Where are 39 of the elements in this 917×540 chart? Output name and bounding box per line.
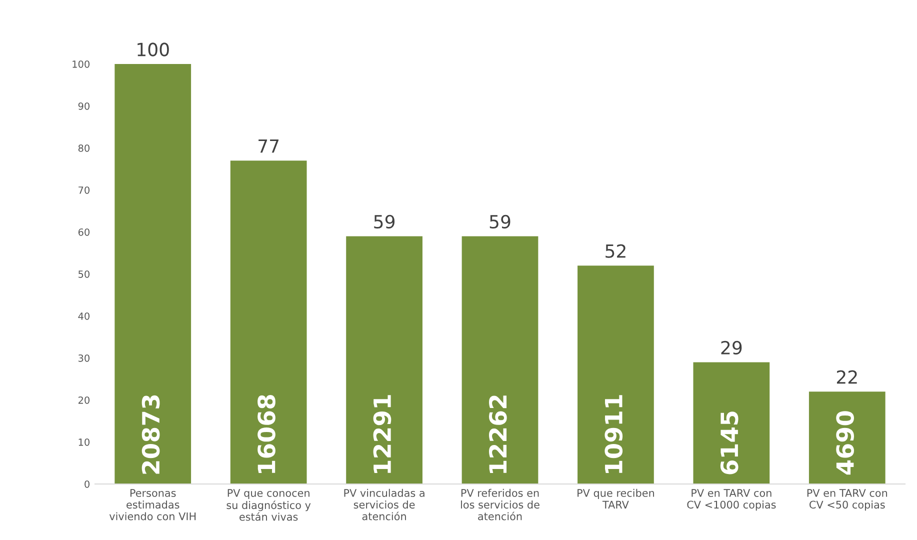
y-tick-label: 60 xyxy=(78,228,90,236)
annotation: 6145 xyxy=(720,412,738,474)
x-tick-label: PV en TARV con CV <1000 copias xyxy=(687,489,776,511)
data-label: 29 xyxy=(721,340,742,355)
x-tick-label: PV que conocen su diagnóstico y están vivas xyxy=(226,489,311,521)
annotation: 12262 xyxy=(488,396,507,474)
y-tick-label: 80 xyxy=(78,144,90,152)
x-tick-label: Personas estimadas viviendo con VIH xyxy=(109,489,196,520)
x-tick-label: PV que reciben TARV xyxy=(578,488,654,508)
data-label: 59 xyxy=(490,214,510,229)
bar xyxy=(693,362,770,484)
y-tick-label: 90 xyxy=(78,102,90,110)
x-tick-label: PV vinculadas a servicios de atención xyxy=(344,488,424,520)
bar xyxy=(346,236,422,484)
bar xyxy=(462,236,538,484)
y-tick-label: 20 xyxy=(78,396,90,404)
annotation: 16068 xyxy=(258,394,276,474)
y-tick-label: 40 xyxy=(78,312,90,320)
annotation: 10911 xyxy=(604,395,623,474)
bar xyxy=(578,266,654,484)
annotation: 20873 xyxy=(142,395,160,474)
annotation: 12291 xyxy=(373,395,392,474)
x-tick-label: PV referidos en los servicios de atención xyxy=(461,488,540,520)
y-tick-label: 50 xyxy=(78,270,90,278)
bar xyxy=(808,392,886,484)
y-tick-label: 10 xyxy=(78,438,90,446)
data-label: 100 xyxy=(138,42,169,56)
bar xyxy=(230,160,307,484)
annotation: 4690 xyxy=(836,411,854,475)
data-label: 77 xyxy=(258,140,279,153)
data-label: 52 xyxy=(606,244,626,258)
y-tick-label: 70 xyxy=(78,186,90,194)
x-tick-label: PV en TARV con CV <50 copias xyxy=(807,489,888,511)
y-tick-label: 0 xyxy=(84,480,90,488)
bar xyxy=(114,64,192,484)
data-label: 22 xyxy=(836,370,857,384)
y-tick-label: 30 xyxy=(78,354,90,362)
data-label: 59 xyxy=(374,214,395,229)
y-tick-label: 100 xyxy=(72,60,90,68)
